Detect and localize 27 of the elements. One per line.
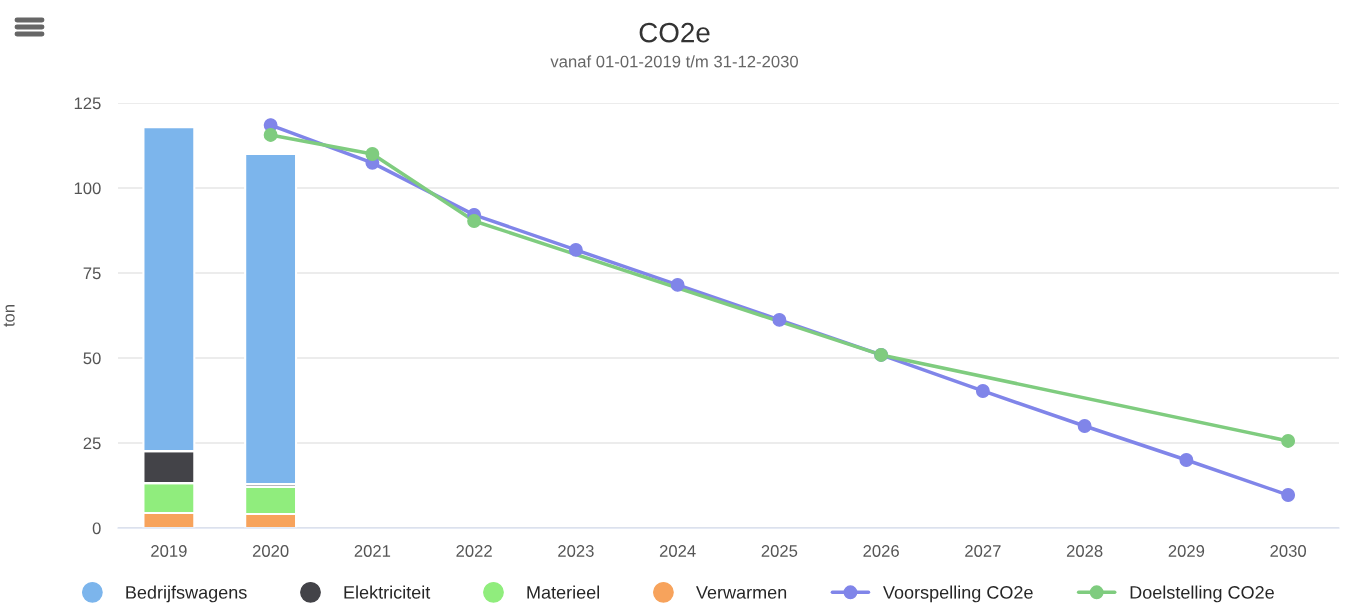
y-tick-label: 50: [83, 352, 101, 365]
x-tick-label: 2026: [863, 545, 899, 557]
x-tick-label: 2024: [659, 545, 696, 557]
x-tick-label: 2023: [558, 545, 594, 557]
chart-title: CO2e: [639, 22, 710, 43]
chart-subtitle: vanaf 01-01-2019 t/m 31-12-2030: [550, 55, 799, 68]
x-tick-label: 2021: [354, 545, 391, 557]
y-tick-label: 75: [83, 267, 101, 280]
y-tick-label: 125: [74, 97, 101, 110]
legend-label: Elektriciteit: [344, 585, 431, 599]
x-tick-label: 2028: [1066, 545, 1103, 557]
y-tick-label: 25: [83, 437, 101, 450]
x-tick-label: 2020: [252, 545, 289, 557]
legend-label: Voorspelling CO2e: [883, 585, 1033, 603]
x-tick-label: 2019: [151, 545, 187, 557]
legend-label: Verwarmen: [696, 586, 787, 599]
legend-label: Doelstelling CO2e: [1130, 585, 1274, 603]
legend-label: Materieel: [527, 585, 600, 599]
x-tick-label: 2027: [965, 545, 1001, 557]
x-tick-label: 2022: [456, 545, 492, 557]
legend-label: Bedrijfswagens: [126, 585, 247, 603]
x-tick-label: 2029: [1168, 545, 1205, 557]
y-tick-label: 0: [92, 522, 101, 535]
x-tick-label: 2030: [1270, 545, 1307, 557]
x-tick-label: 2025: [761, 545, 798, 557]
y-tick-label: 100: [74, 182, 101, 195]
y-axis-title: ton: [3, 305, 15, 327]
